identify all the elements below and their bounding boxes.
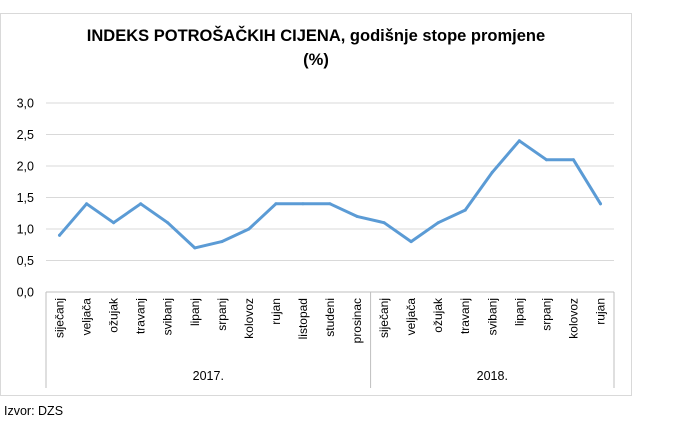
data-point — [382, 221, 386, 225]
y-axis-tick-labels: 0,0 0,5 1,0 1,5 2,0 2,5 3,0 — [17, 97, 34, 300]
year-group-label: 2017. — [193, 369, 224, 383]
x-tick-label: lipanj — [512, 298, 526, 326]
x-tick-label: prosinac — [350, 298, 364, 343]
x-tick-label: rujan — [269, 298, 283, 325]
data-point — [571, 158, 575, 162]
data-point — [436, 221, 440, 225]
x-tick-label: veljača — [404, 298, 418, 336]
data-point — [598, 202, 602, 206]
data-point — [301, 202, 305, 206]
data-point — [328, 202, 332, 206]
data-point — [463, 208, 467, 212]
chart-title: INDEKS POTROŠAČKIH CIJENA, godišnje stop… — [0, 24, 632, 72]
data-point — [139, 202, 143, 206]
x-tick-label: veljača — [80, 298, 94, 336]
x-tick-label: rujan — [593, 298, 607, 325]
data-point — [112, 221, 116, 225]
data-point — [490, 170, 494, 174]
data-point — [166, 221, 170, 225]
x-axis — [45, 291, 615, 388]
x-tick-label: kolovoz — [242, 298, 256, 339]
y-tick-label: 2,5 — [17, 128, 34, 142]
year-group-label: 2018. — [477, 369, 508, 383]
y-tick-label: 2,0 — [17, 160, 34, 174]
y-tick-label: 3,0 — [17, 97, 34, 111]
data-point — [274, 202, 278, 206]
x-tick-label: siječanj — [377, 298, 391, 338]
x-tick-label: lipanj — [188, 298, 202, 326]
x-tick-label: kolovoz — [566, 298, 580, 339]
series-layer — [58, 139, 602, 250]
x-tick-label: studeni — [323, 298, 337, 337]
x-tick-label: ožujak — [431, 297, 445, 333]
chart-frame — [0, 13, 632, 396]
x-tick-label: travanj — [458, 298, 472, 334]
x-tick-label: srpanj — [215, 298, 229, 331]
x-tick-label: ožujak — [107, 297, 121, 333]
data-point — [355, 214, 359, 218]
y-tick-label: 0,0 — [17, 286, 34, 300]
data-point — [517, 139, 521, 143]
data-point — [247, 227, 251, 231]
source-note: Izvor: DZS — [4, 404, 64, 418]
y-tick-label: 1,0 — [17, 223, 34, 237]
x-tick-label: srpanj — [539, 298, 553, 331]
y-tick-label: 0,5 — [17, 254, 34, 268]
x-tick-label: svibanj — [485, 298, 499, 335]
data-point — [409, 240, 413, 244]
data-point — [544, 158, 548, 162]
data-point — [193, 246, 197, 250]
x-tick-label: svibanj — [161, 298, 175, 335]
x-axis-tick-labels: siječanj veljača ožujak travanj svibanj lipan… — [53, 297, 608, 343]
gridlines — [46, 102, 614, 261]
chart-title-text: INDEKS POTROŠAČKIH CIJENA, godišnje stop… — [86, 27, 546, 45]
chart-subtitle-text: (%) — [303, 51, 329, 69]
data-point — [220, 240, 224, 244]
year-group-labels: 2017. 2018. — [193, 369, 508, 383]
data-point — [58, 233, 62, 237]
y-tick-label: 1,5 — [17, 191, 34, 205]
data-point — [85, 202, 89, 206]
x-tick-label: travanj — [134, 298, 148, 334]
x-tick-label: listopad — [296, 298, 310, 339]
series-line — [58, 139, 602, 250]
line-chart: 0,0 0,5 1,0 1,5 2,0 2,5 3,0 siječanj veljača ožu… — [17, 97, 615, 388]
x-tick-label: siječanj — [53, 298, 67, 338]
